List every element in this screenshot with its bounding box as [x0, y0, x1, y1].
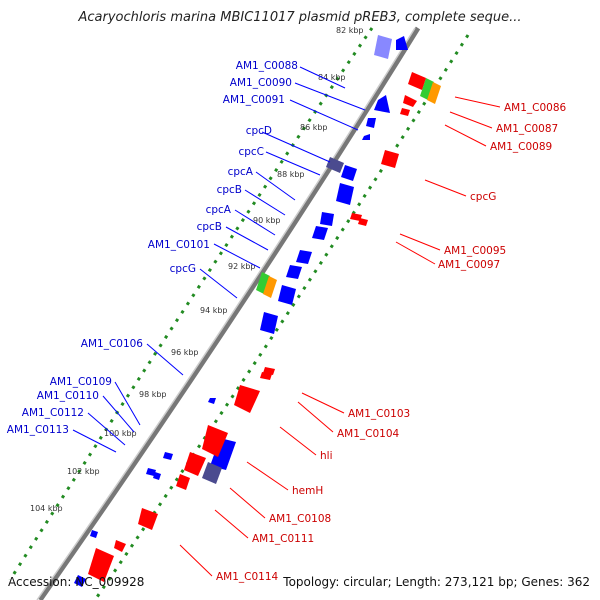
gene-rev[interactable]: [350, 213, 362, 221]
tick-label: 98 kbp: [139, 390, 167, 399]
gene-label[interactable]: cpcC: [238, 146, 264, 158]
gene-rev[interactable]: [88, 548, 114, 582]
gene-label[interactable]: AM1_C0091: [223, 94, 285, 106]
gene-label[interactable]: cpcB: [197, 221, 222, 233]
gene-fwd[interactable]: [153, 472, 161, 480]
gene-label[interactable]: AM1_C0112: [22, 407, 84, 419]
gene-rev[interactable]: [381, 150, 399, 168]
gene-fwd[interactable]: [260, 312, 278, 334]
gene-rev[interactable]: [202, 425, 228, 457]
gene-label[interactable]: AM1_C0095: [444, 245, 506, 257]
gene-label[interactable]: AM1_C0101: [148, 239, 210, 251]
gene-dark[interactable]: [202, 462, 222, 484]
tick-label: 94 kbp: [200, 306, 228, 315]
gene-fwd[interactable]: [74, 575, 86, 587]
inner-dotted-track: [8, 27, 374, 581]
gene-rna[interactable]: [427, 82, 441, 104]
gene-label[interactable]: AM1_C0097: [438, 259, 500, 271]
gene-label[interactable]: AM1_C0086: [504, 102, 567, 114]
gene-rev[interactable]: [263, 367, 275, 375]
gene-label[interactable]: AM1_C0111: [252, 533, 314, 545]
left-leaders: [72, 66, 366, 453]
backbone-circle: [37, 26, 421, 600]
gene-fwd[interactable]: [90, 530, 98, 538]
gene-label[interactable]: AM1_C0089: [490, 141, 552, 153]
gene-label[interactable]: AM1_C0090: [230, 77, 292, 89]
gene-rev[interactable]: [358, 218, 368, 226]
gene-label[interactable]: AM1_C0110: [37, 390, 99, 402]
gene-fwd[interactable]: [210, 438, 236, 470]
gene-rev[interactable]: [234, 385, 260, 413]
gene-fwd[interactable]: [374, 35, 392, 59]
gene-label[interactable]: cpcG: [170, 263, 196, 275]
gene-label[interactable]: AM1_C0114: [216, 571, 279, 583]
gene-label[interactable]: AM1_C0106: [81, 338, 144, 350]
gene-fwd[interactable]: [146, 468, 156, 476]
gene-fwd[interactable]: [286, 265, 302, 279]
tick-label: 102 kbp: [67, 467, 100, 476]
gene-rev[interactable]: [184, 452, 206, 476]
tick-label: 100 kbp: [104, 429, 137, 438]
gene-fwd[interactable]: [362, 134, 370, 140]
reverse-genes: [88, 72, 441, 582]
gene-dark[interactable]: [326, 157, 344, 173]
gene-fwd[interactable]: [278, 285, 296, 305]
gene-rna[interactable]: [420, 78, 434, 100]
tick-label: 90 kbp: [253, 216, 281, 225]
gene-label[interactable]: cpcA: [228, 166, 254, 178]
gene-label[interactable]: hemH: [292, 485, 323, 497]
gene-fwd[interactable]: [296, 250, 312, 264]
gene-label[interactable]: AM1_C0087: [496, 123, 558, 135]
gene-label[interactable]: cpcG: [470, 191, 496, 203]
tick-label: 92 kbp: [228, 262, 256, 271]
forward-genes: [74, 35, 408, 587]
right-leaders: [179, 96, 501, 577]
tick-label: 104 kbp: [30, 504, 63, 513]
gene-rna[interactable]: [256, 272, 270, 294]
gene-fwd[interactable]: [396, 36, 408, 50]
backbone-highlight: [36, 27, 416, 600]
tick-label: 86 kbp: [300, 123, 328, 132]
gene-rev[interactable]: [176, 474, 190, 490]
gene-rev[interactable]: [403, 95, 417, 107]
gene-label[interactable]: AM1_C0103: [348, 408, 410, 420]
gene-label[interactable]: hli: [320, 450, 333, 462]
gene-fwd[interactable]: [312, 226, 328, 240]
gene-label[interactable]: cpcA: [206, 204, 232, 216]
gene-fwd[interactable]: [336, 183, 354, 205]
gene-label[interactable]: cpcD: [246, 125, 272, 137]
outer-dotted-track: [93, 34, 470, 600]
gene-label[interactable]: AM1_C0109: [50, 376, 112, 388]
map-title: Acaryochloris marina MBIC11017 plasmid p…: [78, 10, 522, 25]
topology-info: Topology: circular; Length: 273,121 bp; …: [283, 575, 590, 589]
accession-info: Accession: NC_009928: [8, 575, 145, 589]
tick-label: 88 kbp: [277, 170, 305, 179]
gene-fwd[interactable]: [366, 118, 376, 128]
gene-fwd[interactable]: [163, 452, 173, 460]
scale-ticks: 82 kbp 84 kbp 86 kbp 88 kbp 90 kbp 92 kb…: [30, 26, 364, 513]
gene-fwd[interactable]: [208, 398, 216, 404]
gene-label[interactable]: AM1_C0088: [236, 60, 298, 72]
gene-label[interactable]: cpcB: [217, 184, 242, 196]
gene-fwd[interactable]: [374, 95, 390, 113]
left-gene-labels: AM1_C0088 AM1_C0090 AM1_C0091 cpcD cpcC …: [7, 60, 298, 436]
gene-rev[interactable]: [408, 72, 426, 90]
gene-label[interactable]: AM1_C0113: [7, 424, 69, 436]
gene-rna[interactable]: [263, 276, 277, 298]
tick-label: 96 kbp: [171, 348, 199, 357]
gene-fwd[interactable]: [341, 165, 357, 181]
gene-rev[interactable]: [400, 108, 410, 116]
tick-label: 82 kbp: [336, 26, 364, 35]
gene-label[interactable]: AM1_C0108: [269, 513, 331, 525]
gene-fwd[interactable]: [320, 212, 334, 226]
gene-rev[interactable]: [138, 508, 158, 530]
gene-rev[interactable]: [114, 540, 126, 552]
tick-label: 84 kbp: [318, 73, 346, 82]
gene-label[interactable]: AM1_C0104: [337, 428, 400, 440]
right-gene-labels: AM1_C0086 AM1_C0087 AM1_C0089 cpcG AM1_C…: [216, 102, 567, 583]
